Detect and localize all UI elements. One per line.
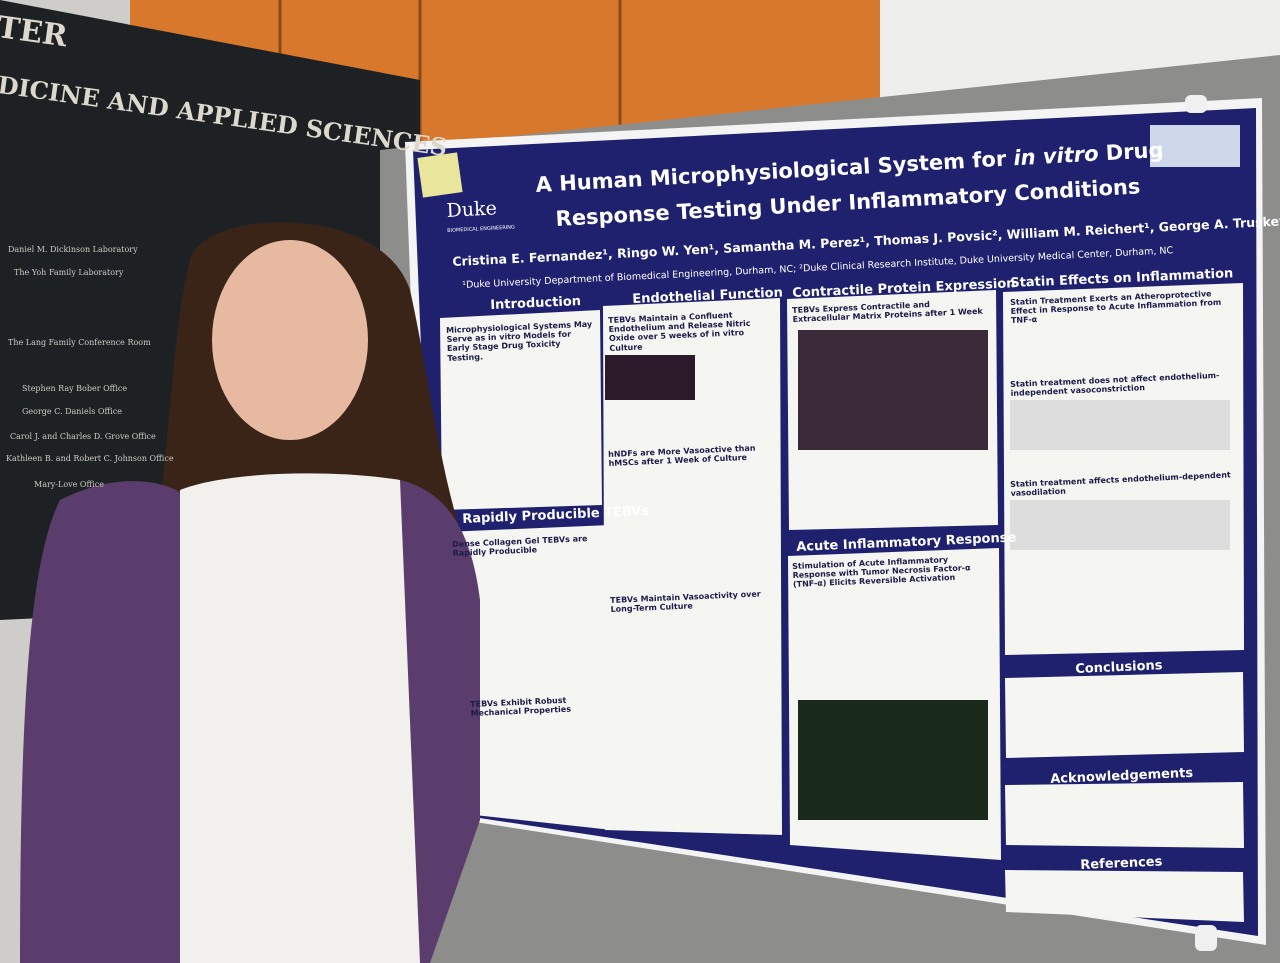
title-part: Drug [1097,137,1165,166]
title-part: in vitro [1012,141,1100,171]
room-name: Daniel M. Dickinson Laboratory [8,245,138,254]
room-name: Carol J. and Charles D. Grove Office [10,432,156,441]
panel [603,298,782,835]
room-name: The Lang Family Conference Room [8,338,151,347]
room-name: Mary-Love Office [34,480,104,489]
clip [1185,95,1207,113]
subheading: Microphysiological Systems May Serve as … [446,319,593,363]
blouse [180,473,420,963]
room-name: George C. Daniels Office [22,407,122,416]
room-name: Stephen Ray Bober Office [22,384,128,393]
micrograph-grid [798,330,988,450]
poster-boxes [440,283,1244,922]
poster-graphic [1150,125,1240,167]
sticky-note [417,152,463,198]
panel [445,525,612,830]
logo: Duke [446,197,498,222]
room-name: The Yoh Family Laboratory [14,268,124,277]
panel [1003,283,1244,655]
clip [1195,925,1217,951]
micrograph-grid [798,700,988,820]
cardigan-left [20,481,200,963]
panel [1005,672,1244,758]
subheading: TEBVs Maintain a Confluent Endothelium a… [608,310,751,353]
panel [440,310,602,510]
panel [1005,782,1244,848]
figure [1010,400,1230,450]
micrograph [605,355,695,400]
room-name: Kathleen B. and Robert C. Johnson Office [6,454,174,463]
person [20,222,480,963]
face [212,240,368,440]
panel [1005,870,1244,922]
figure [1010,500,1230,550]
